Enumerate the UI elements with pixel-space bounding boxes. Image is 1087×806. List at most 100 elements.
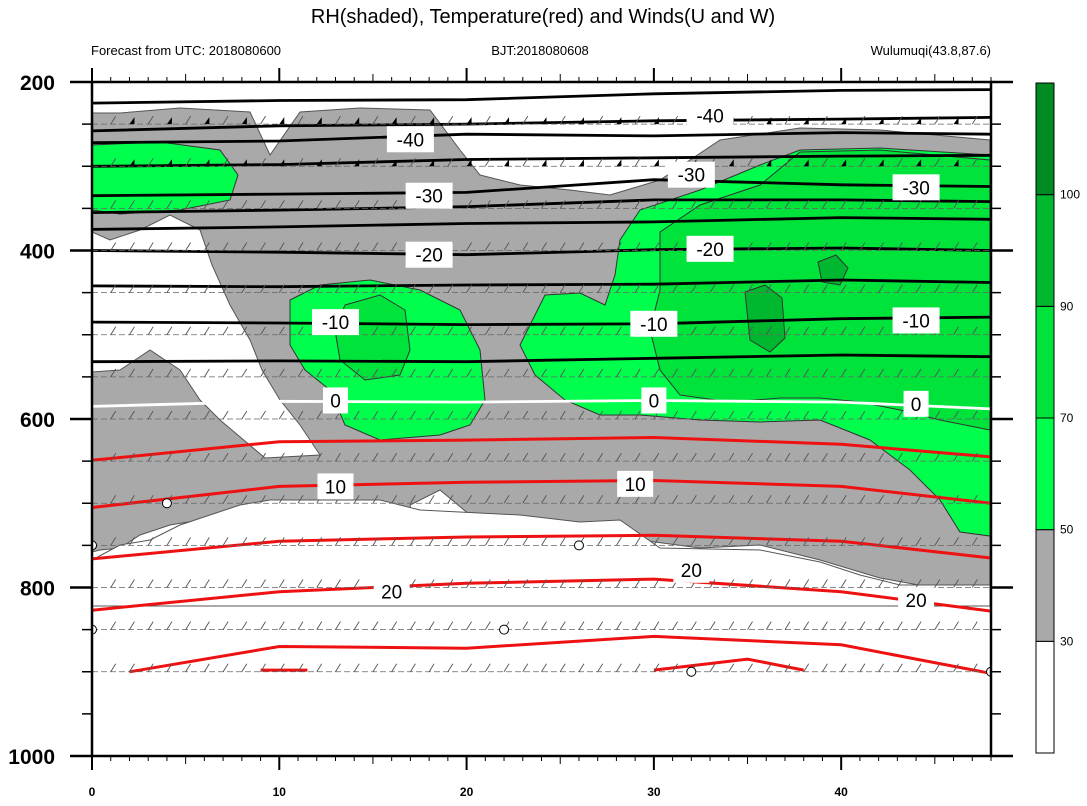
wind-barb (597, 452, 604, 462)
wind-barb (597, 326, 604, 335)
wind-barb (447, 663, 454, 672)
wind-barb (297, 537, 304, 546)
wind-barb (672, 242, 678, 251)
wind-barb (428, 495, 435, 504)
isotherm-line-warm (653, 657, 804, 672)
wind-barb (859, 663, 866, 672)
wind-barb (822, 537, 828, 546)
y-tick-label: 1000 (8, 746, 55, 769)
wind-barb (840, 242, 847, 251)
wind-barb (747, 579, 753, 588)
wind-barb (503, 326, 510, 335)
wind-barb (559, 663, 566, 672)
wind-barb (129, 452, 135, 462)
wind-flag (953, 159, 959, 167)
wind-barb (634, 158, 641, 167)
calm-wind-circle (573, 540, 584, 551)
wind-barb (222, 537, 229, 546)
isotherm-label-bg (641, 387, 667, 414)
wind-barb (597, 579, 604, 588)
wind-barb (822, 410, 828, 420)
wind-barb (185, 200, 192, 209)
colorbar-label: 100 (1060, 188, 1080, 202)
wind-barb (185, 115, 192, 125)
colorbar-swatch (1035, 82, 1055, 196)
wind-barb (878, 537, 885, 546)
isotherm-label-bg (686, 102, 734, 129)
colorbar-label: 50 (1060, 523, 1074, 537)
wind-barb (110, 495, 117, 504)
wind-barb (484, 579, 491, 588)
wind-barb (915, 537, 922, 546)
wind-barb (241, 621, 248, 630)
wind-barb (822, 663, 828, 672)
wind-barb (784, 284, 791, 293)
wind-barb (709, 663, 716, 672)
wind-barb (522, 158, 529, 167)
wind-barb (578, 200, 585, 209)
wind-barb (203, 495, 210, 504)
wind-barb (447, 284, 454, 293)
wind-barb (878, 410, 885, 420)
wind-barb (690, 452, 697, 462)
wind-barb (260, 115, 266, 125)
wind-barbs (92, 115, 991, 677)
isotherm-label: 20 (381, 583, 402, 604)
wind-barb (597, 242, 604, 251)
isotherm-label-bg (892, 307, 940, 334)
wind-barb (559, 158, 566, 167)
isotherm-label-bg (903, 390, 929, 417)
wind-barb (147, 200, 154, 209)
wind-barb (353, 368, 360, 378)
wind-barb (335, 368, 341, 378)
wind-barb (278, 579, 285, 588)
wind-flag (541, 117, 547, 125)
y-tick-label: 400 (20, 241, 55, 264)
wind-barb (653, 537, 660, 546)
wind-barb (147, 537, 154, 546)
wind-barb (578, 579, 585, 588)
wind-barb (372, 537, 379, 546)
wind-barb (278, 663, 285, 672)
wind-barb (934, 452, 941, 462)
wind-flag (616, 159, 622, 167)
wind-barb (971, 115, 978, 125)
wind-barb (147, 410, 154, 420)
wind-barb (803, 452, 810, 462)
wind-barb (709, 452, 716, 462)
wind-barb (859, 452, 866, 462)
wind-barb (466, 537, 472, 546)
wind-barb (784, 452, 791, 462)
wind-barb (522, 284, 529, 293)
wind-barb (597, 663, 604, 672)
wind-barb (859, 326, 866, 335)
wind-barb (391, 621, 398, 630)
wind-barb (859, 579, 866, 588)
wind-barb (484, 200, 491, 209)
wind-barb (578, 621, 585, 630)
wind-barb (372, 663, 379, 672)
isotherm-label-bg (686, 235, 734, 262)
wind-barb (522, 663, 529, 672)
wind-barb (447, 115, 454, 125)
wind-flag (653, 159, 659, 167)
wind-barb (147, 579, 154, 588)
wind-barb (953, 537, 959, 546)
isotherm-line (92, 131, 991, 145)
wind-barb (653, 242, 660, 251)
wind-barb (391, 368, 398, 378)
wind-barb (559, 115, 566, 125)
wind-barb (597, 284, 604, 293)
wind-barb (503, 284, 510, 293)
wind-flag (616, 117, 622, 125)
wind-barb (466, 579, 472, 588)
wind-barb (541, 452, 547, 462)
x-tick-label: 0 (89, 785, 96, 799)
wind-barb (859, 410, 866, 420)
wind-barb (541, 663, 547, 672)
wind-barb (166, 368, 173, 378)
wind-barb (597, 621, 604, 630)
wind-flag (391, 159, 397, 167)
wind-barb (391, 663, 398, 672)
isotherm-label-bg (630, 310, 678, 337)
